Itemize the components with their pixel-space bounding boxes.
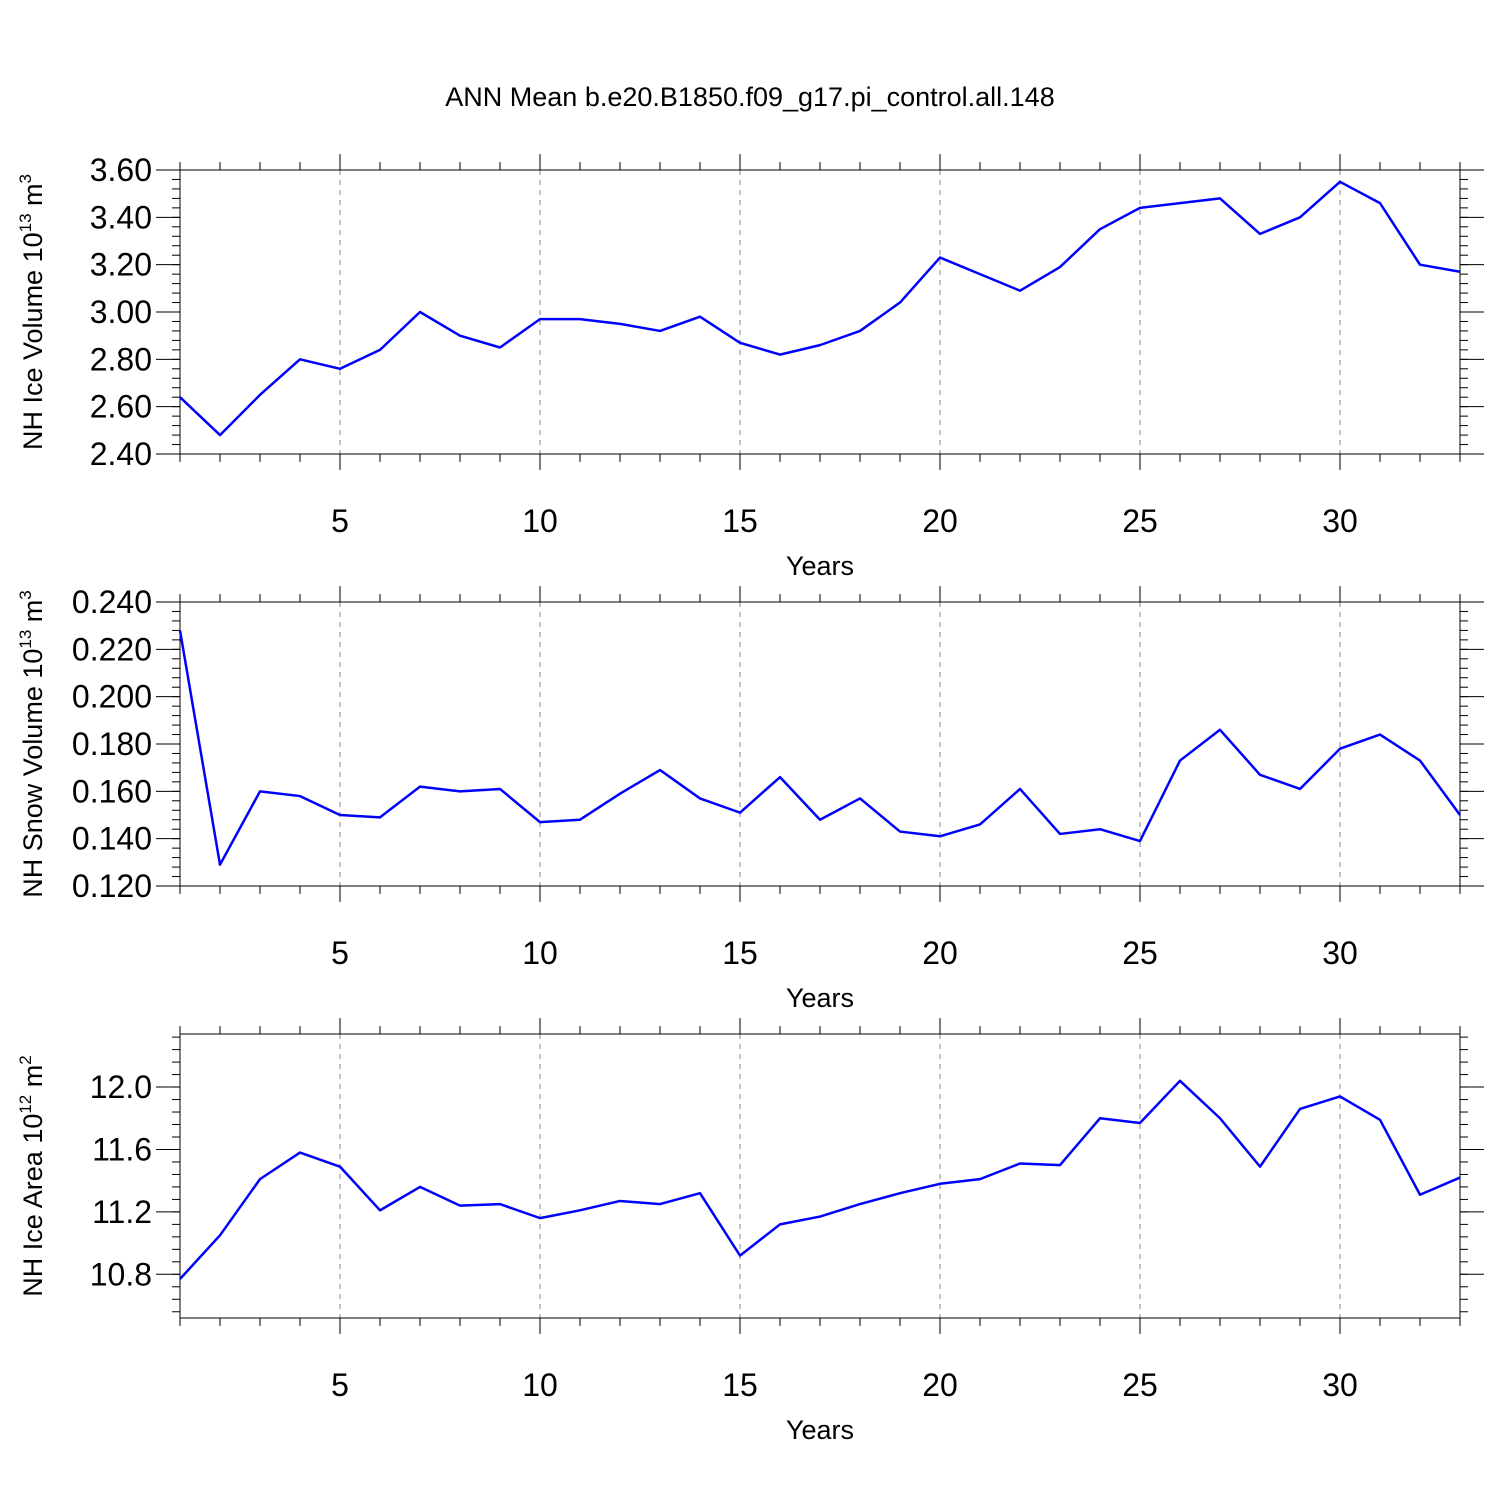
y-tick-label: 11.2 (92, 1194, 152, 1230)
x-tick-label: 10 (522, 935, 558, 971)
x-tick-label: 15 (722, 1367, 758, 1403)
x-tick-label: 10 (522, 503, 558, 539)
x-tick-label: 15 (722, 503, 758, 539)
x-axis-label: Years (786, 1415, 854, 1445)
plot-frame (179, 1033, 1461, 1319)
x-tick-label: 30 (1322, 935, 1358, 971)
y-tick-label: 0.180 (72, 726, 152, 762)
y-tick-label: 0.140 (72, 821, 152, 857)
plot-frame (179, 601, 1461, 887)
y-tick-label: 0.200 (72, 679, 152, 715)
figure-title: ANN Mean b.e20.B1850.f09_g17.pi_control.… (445, 82, 1054, 112)
series-line (179, 180, 1461, 437)
series-line (178, 630, 1462, 866)
y-axis-label: NH Ice Volume 1013 m3 (16, 174, 48, 450)
x-tick-label: 5 (331, 935, 349, 971)
y-axis-label: NH Ice Area 1012 m2 (16, 1055, 48, 1296)
x-tick-label: 25 (1122, 503, 1158, 539)
x-axis-label: Years (786, 983, 854, 1013)
y-tick-label: 3.60 (90, 152, 152, 188)
x-tick-label: 5 (331, 503, 349, 539)
x-tick-label: 20 (922, 503, 958, 539)
y-tick-label: 12.0 (90, 1069, 152, 1105)
y-tick-label: 10.8 (90, 1256, 152, 1292)
y-tick-label: 2.60 (90, 389, 152, 425)
y-tick-label: 3.40 (90, 199, 152, 235)
panel-3: 10.8 11.2 11.6 12.0 5 10 15 20 25 30 Years NH Ice A… (16, 1018, 1484, 1445)
x-tick-label: 30 (1322, 503, 1358, 539)
y-tick-label: 3.00 (90, 294, 152, 330)
y-tick-label: 0.240 (72, 584, 152, 620)
y-tick-label: 0.120 (72, 868, 152, 904)
x-tick-label: 5 (331, 1367, 349, 1403)
series-line (179, 1079, 1461, 1280)
x-axis-label: Years (786, 551, 854, 581)
x-tick-label: 15 (722, 935, 758, 971)
panels: 2.40 2.60 2.80 3.00 3.20 3.40 3.60 5 10 15 20 25 30 Y… (16, 152, 1484, 1445)
panel-2: 0.120 0.140 0.160 0.180 0.200 0.220 0.240 5 10 15… (16, 584, 1484, 1013)
y-tick-label: 0.160 (72, 773, 152, 809)
y-tick-label: 0.220 (72, 631, 152, 667)
x-tick-label: 10 (522, 1367, 558, 1403)
x-tick-label: 30 (1322, 1367, 1358, 1403)
y-axis-label: NH Snow Volume 1013 m3 (16, 590, 48, 898)
x-tick-label: 25 (1122, 1367, 1158, 1403)
x-tick-label: 25 (1122, 935, 1158, 971)
x-tick-label: 20 (922, 935, 958, 971)
y-tick-label: 2.40 (90, 436, 152, 472)
x-tick-label: 20 (922, 1367, 958, 1403)
panel-1: 2.40 2.60 2.80 3.00 3.20 3.40 3.60 5 10 15 20 25 30 Y… (16, 152, 1484, 581)
y-tick-label: 3.20 (90, 247, 152, 283)
y-tick-label: 11.6 (92, 1131, 152, 1167)
y-tick-label: 2.80 (90, 341, 152, 377)
plot-frame (179, 169, 1461, 455)
